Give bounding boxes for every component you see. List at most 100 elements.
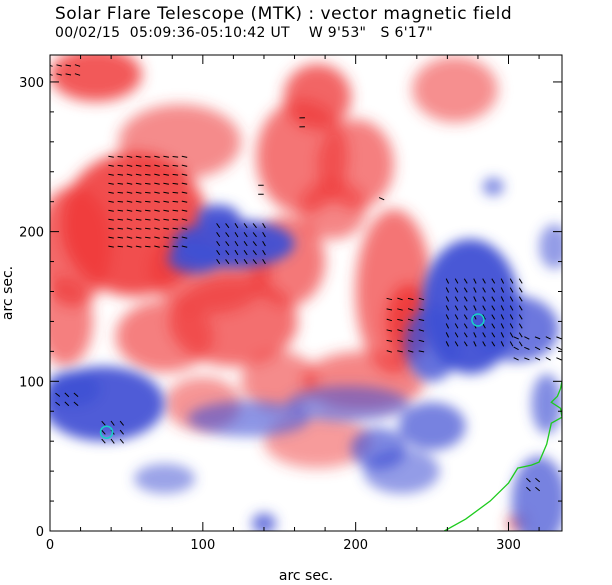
field-vector <box>418 350 425 353</box>
field-vector <box>216 223 221 229</box>
field-vector <box>234 249 239 256</box>
field-vector <box>482 323 486 329</box>
field-vector <box>262 258 266 265</box>
field-vector <box>509 314 514 320</box>
field-vector <box>397 318 403 321</box>
field-vector <box>145 156 151 158</box>
negative-field-region <box>187 400 310 437</box>
field-vector <box>108 164 114 167</box>
field-vector <box>74 73 81 76</box>
x-tick-label: 100 <box>190 538 215 553</box>
marker-layer <box>99 313 485 439</box>
field-vector <box>473 296 477 302</box>
field-vector <box>135 182 142 185</box>
field-vector <box>418 318 425 321</box>
field-vector <box>73 401 79 406</box>
positive-field-region <box>283 63 352 130</box>
field-vector <box>55 401 61 406</box>
field-vector <box>135 218 142 221</box>
field-vector <box>172 218 179 221</box>
field-vector <box>454 323 459 329</box>
field-vector <box>135 245 142 248</box>
field-vector <box>454 287 459 293</box>
field-vector <box>181 209 188 212</box>
field-vector <box>518 314 523 320</box>
field-vector <box>145 236 151 239</box>
field-vector <box>119 438 124 444</box>
field-vector <box>163 227 169 230</box>
field-vector <box>535 477 541 483</box>
field-vector <box>397 339 403 343</box>
field-vector <box>225 250 230 256</box>
field-vector <box>445 287 450 293</box>
field-vector <box>524 357 530 361</box>
sunspot-marker <box>471 313 485 327</box>
field-vector <box>110 438 115 444</box>
field-vector <box>397 297 403 301</box>
field-vector <box>234 258 239 265</box>
field-vector <box>509 305 514 311</box>
x-axis-label: arc sec. <box>279 568 333 584</box>
field-vector <box>181 173 188 176</box>
field-vector <box>154 173 160 176</box>
field-vector <box>64 401 70 407</box>
field-vector <box>172 191 179 194</box>
field-vector <box>482 287 486 293</box>
field-vector <box>513 346 519 351</box>
field-vector <box>535 486 541 492</box>
field-vector <box>445 323 450 329</box>
y-axis-label: arc sec. <box>0 266 16 320</box>
field-vector <box>454 314 459 320</box>
field-vector <box>418 297 425 301</box>
field-vector <box>172 182 179 185</box>
field-vector <box>262 249 266 256</box>
field-vector <box>491 305 496 311</box>
field-vector <box>101 429 106 435</box>
field-vector <box>145 191 151 194</box>
field-vector <box>181 218 188 221</box>
observation-latitude: S 6'17" <box>380 25 433 41</box>
field-vector <box>117 218 124 221</box>
negative-polarity-layer <box>50 177 562 531</box>
field-vector <box>454 278 459 284</box>
field-vector <box>181 182 188 185</box>
negative-field-region <box>351 427 407 470</box>
field-vector <box>262 223 266 229</box>
field-vector <box>500 332 505 338</box>
field-vector <box>154 191 160 194</box>
field-vector <box>119 429 124 435</box>
field-vector <box>225 241 230 247</box>
field-vector <box>117 182 124 185</box>
field-vector <box>513 336 519 340</box>
field-vector <box>145 200 151 203</box>
field-vector <box>154 155 160 158</box>
field-vector <box>407 329 414 332</box>
field-vector <box>386 318 393 322</box>
negative-field-region <box>539 224 562 270</box>
field-vector <box>454 341 459 347</box>
field-vector <box>65 64 72 67</box>
x-tick-label: 200 <box>343 538 368 553</box>
field-vector <box>172 173 179 176</box>
field-vector <box>181 227 188 230</box>
field-vector <box>518 305 523 311</box>
observation-date: 00/02/15 <box>55 25 121 41</box>
field-vector <box>473 287 477 293</box>
negative-field-region <box>251 513 277 531</box>
field-vector <box>225 259 230 265</box>
field-vector <box>463 323 468 329</box>
field-vector <box>145 245 151 248</box>
field-vector <box>163 191 169 194</box>
field-vector <box>108 155 114 158</box>
field-vector <box>252 250 257 256</box>
field-vector <box>534 346 541 351</box>
field-vector <box>181 155 188 158</box>
field-vector <box>154 164 160 167</box>
field-vector <box>101 420 106 426</box>
field-vector <box>126 245 133 248</box>
field-vector <box>135 164 142 167</box>
field-vector <box>473 278 477 284</box>
field-vector <box>243 250 248 256</box>
field-vector <box>482 278 486 284</box>
field-vector <box>145 227 151 230</box>
